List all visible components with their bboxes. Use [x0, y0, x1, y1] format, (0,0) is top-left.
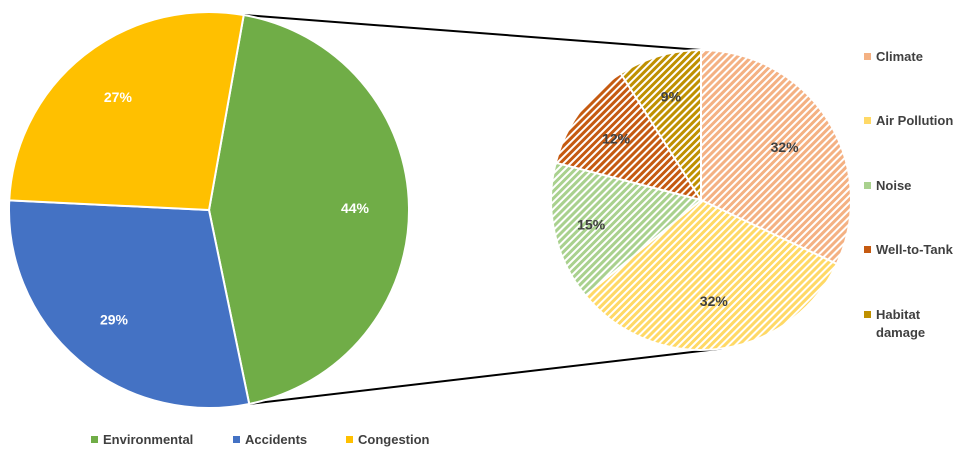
legend-item-habitat-damage: Habitat damage	[864, 307, 925, 340]
data-label-noise: 15%	[577, 217, 606, 233]
legend-label: Environmental	[103, 432, 193, 447]
legend-label: Noise	[876, 178, 911, 193]
slice-climate	[700, 48, 852, 266]
legend-label: Air Pollution	[876, 113, 953, 128]
breakdown-legend: Climate Air Pollution Noise Well-to-Tank Hab…	[864, 49, 954, 340]
legend-label: Congestion	[358, 432, 430, 447]
legend-item-congestion: Congestion	[346, 432, 430, 447]
legend-item-well-to-tank: Well-to-Tank	[864, 242, 954, 257]
legend-item-accidents: Accidents	[233, 432, 307, 447]
legend-swatch	[864, 53, 871, 60]
main-legend: Environmental Accidents Congestion	[91, 432, 430, 447]
legend-swatch	[91, 436, 98, 443]
data-label-congestion: 27%	[104, 89, 133, 105]
connector-line-top	[243, 14, 702, 51]
data-label-accidents: 29%	[100, 312, 129, 328]
legend-swatch	[346, 436, 353, 443]
legend-swatch	[864, 246, 871, 253]
slice-environmental	[207, 13, 410, 406]
data-label-well-to-tank: 12%	[602, 130, 631, 146]
data-label-air-pollution: 32%	[700, 293, 729, 309]
legend-item-climate: Climate	[864, 49, 923, 64]
legend-swatch	[233, 436, 240, 443]
slice-habitat-damage	[619, 48, 702, 204]
breakdown-pie: 32% 32% 15% 12% 9%	[550, 48, 852, 351]
legend-swatch	[864, 311, 871, 318]
slice-accidents	[8, 199, 251, 409]
data-label-habitat-damage: 9%	[661, 88, 682, 104]
legend-label: Habitat	[876, 307, 921, 322]
legend-label: Well-to-Tank	[876, 242, 954, 257]
legend-swatch	[864, 117, 871, 124]
legend-label: Climate	[876, 49, 923, 64]
legend-item-noise: Noise	[864, 178, 911, 193]
slice-well-to-tank	[554, 71, 704, 202]
data-label-environmental: 44%	[341, 200, 370, 216]
legend-swatch	[864, 182, 871, 189]
legend-label: Accidents	[245, 432, 307, 447]
slice-air-pollution	[584, 198, 839, 351]
connector-line-bottom	[249, 347, 722, 405]
connector-lines	[243, 14, 722, 405]
slice-congestion	[8, 11, 245, 212]
data-label-climate: 32%	[771, 139, 800, 155]
legend-item-environmental: Environmental	[91, 432, 193, 447]
legend-item-air-pollution: Air Pollution	[864, 113, 953, 128]
main-pie: 44% 29% 27%	[8, 11, 410, 409]
slice-noise	[550, 161, 704, 298]
legend-label: damage	[876, 325, 925, 340]
